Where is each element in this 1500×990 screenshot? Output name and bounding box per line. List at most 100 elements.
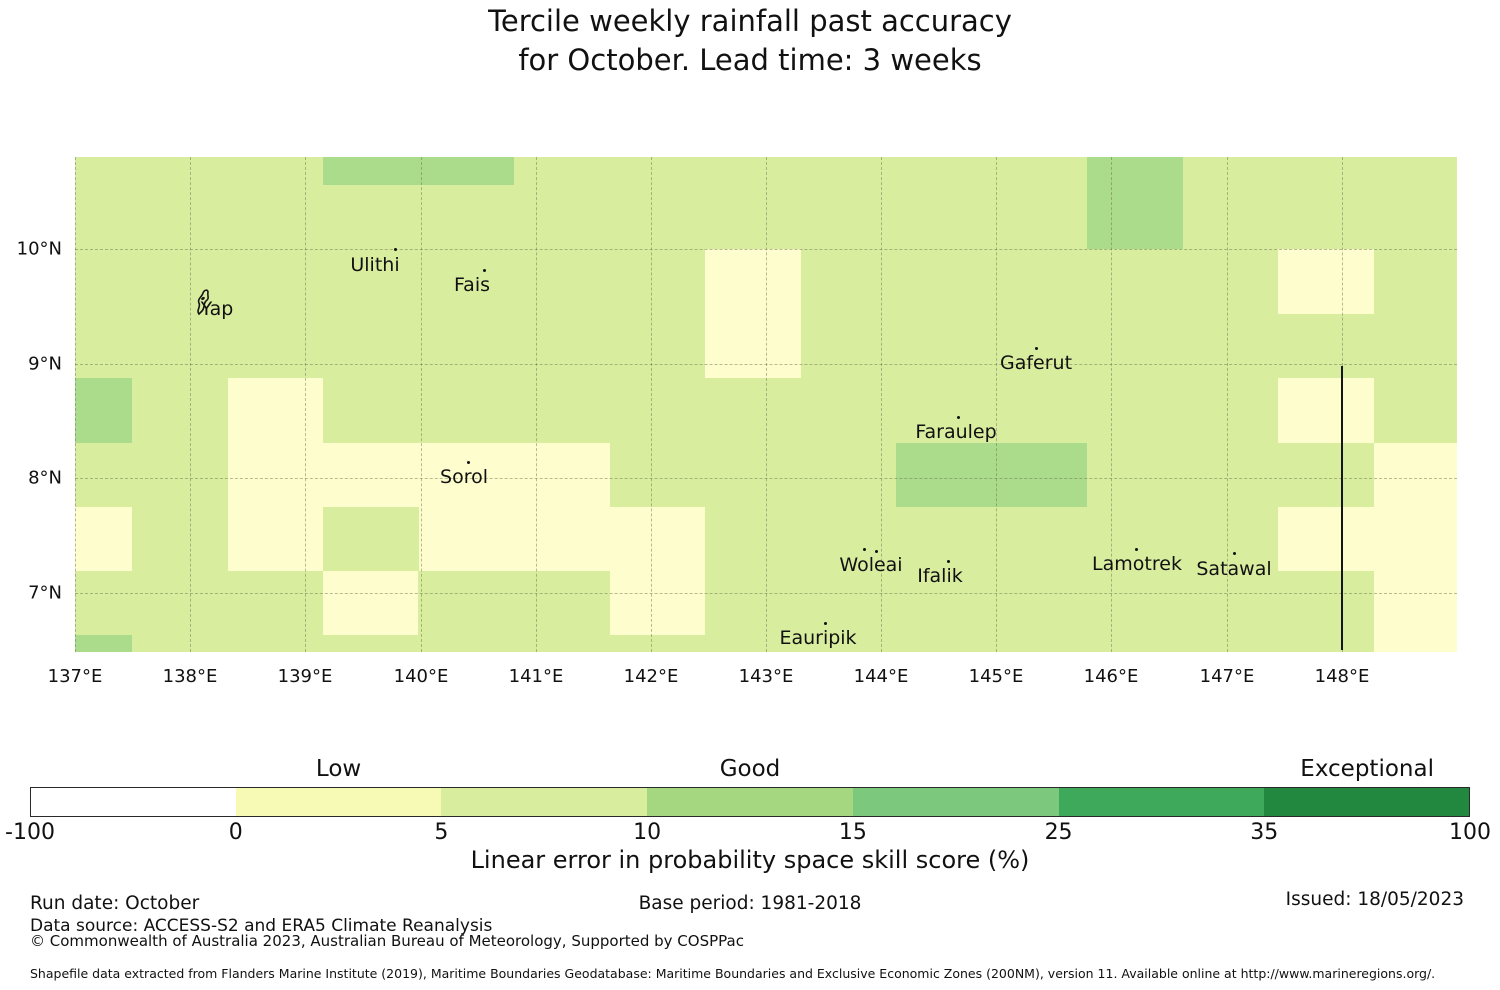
chart-title: Tercile weekly rainfall past accuracy fo…: [0, 2, 1500, 80]
heatmap-cell: [1278, 507, 1374, 571]
y-axis-tick-label: 10°N: [16, 238, 62, 260]
x-axis-tick-label: 145°E: [968, 666, 1024, 687]
island-label: Lamotrek: [1092, 553, 1182, 575]
heatmap-cell: [1278, 378, 1374, 443]
longitude-gridline: [190, 157, 191, 652]
heatmap-cell: [610, 507, 705, 635]
x-axis-tick-label: 147°E: [1199, 666, 1255, 687]
colorbar-tick-label: 0: [228, 820, 243, 845]
colorbar-segment: [441, 788, 649, 816]
y-axis-tick-label: 9°N: [28, 353, 62, 375]
latitude-gridline: [75, 593, 1457, 594]
island-label: Ulithi: [350, 254, 400, 276]
colorbar: [30, 787, 1470, 817]
colorbar-segment: [852, 788, 1060, 816]
island-marker-dot: [483, 269, 486, 272]
longitude-gridline: [421, 157, 422, 652]
x-axis-tick-label: 148°E: [1314, 666, 1370, 687]
longitude-gridline: [536, 157, 537, 652]
heatmap-cell: [1087, 157, 1183, 249]
x-axis-tick-label: 137°E: [47, 666, 103, 687]
latitude-gridline: [75, 364, 1457, 365]
y-axis-tick-label: 8°N: [28, 467, 62, 489]
island-label: Fais: [453, 274, 491, 296]
colorbar-segment: [647, 788, 854, 816]
longitude-gridline: [881, 157, 882, 652]
heatmap-cell: [75, 507, 132, 571]
island-marker-dot: [394, 248, 397, 251]
colorbar-category-label: Exceptional: [1300, 756, 1434, 782]
x-axis-tick-label: 141°E: [508, 666, 564, 687]
heatmap-cell: [323, 157, 514, 185]
latitude-gridline: [75, 478, 1457, 479]
longitude-gridline: [651, 157, 652, 652]
colorbar-tick-label: 15: [838, 820, 867, 845]
x-axis-tick-label: 139°E: [277, 666, 333, 687]
longitude-gridline: [75, 157, 76, 652]
island-marker-dot: [824, 622, 827, 625]
copyright-text: © Commonwealth of Australia 2023, Austra…: [30, 932, 744, 950]
eez-boundary-line: [1341, 366, 1343, 650]
heatmap-cell: [75, 378, 132, 443]
island-marker-dot: [947, 560, 950, 563]
run-date-text: Run date: October: [30, 893, 200, 914]
x-axis-tick-label: 140°E: [393, 666, 449, 687]
colorbar-tick-label: -100: [5, 820, 55, 845]
island-label: Satawal: [1196, 558, 1272, 580]
colorbar-segment: [31, 788, 237, 816]
colorbar-segment: [1058, 788, 1266, 816]
heatmap-cell: [323, 443, 610, 507]
island-label: Woleai: [839, 554, 903, 576]
heatmap-cell: [75, 635, 132, 652]
colorbar-tick-label: 5: [434, 820, 449, 845]
longitude-gridline: [1111, 157, 1112, 652]
longitude-gridline: [996, 157, 997, 652]
heatmap-cell: [323, 571, 418, 635]
colorbar-category-label: Good: [719, 756, 781, 782]
island-label: Yap: [200, 298, 234, 320]
latitude-gridline: [75, 249, 1457, 250]
colorbar-segment: [235, 788, 443, 816]
island-label: Faraulep: [915, 421, 997, 443]
map-area: Yap Ulithi Fais Sorol Gaferut Faraulep Woleai I…: [75, 157, 1457, 652]
heatmap-cell: [705, 249, 801, 378]
island-label: Gaferut: [999, 352, 1073, 374]
island-marker-dot: [1233, 552, 1236, 555]
colorbar-category-label: Low: [315, 756, 362, 782]
yap-island-outline: [193, 287, 213, 321]
island-label: Eauripik: [779, 627, 857, 649]
colorbar-tick-label: 35: [1250, 820, 1279, 845]
island-marker-dot: [863, 548, 866, 551]
colorbar-axis-label: Linear error in probability space skill …: [470, 846, 1030, 874]
island-marker-dot: [467, 461, 470, 464]
longitude-gridline: [305, 157, 306, 652]
colorbar-tick-label: 100: [1449, 820, 1491, 845]
longitude-gridline: [1227, 157, 1228, 652]
island-marker-dot: [875, 550, 878, 553]
x-axis-tick-label: 144°E: [853, 666, 909, 687]
x-axis-tick-label: 143°E: [738, 666, 794, 687]
island-marker-dot: [957, 416, 960, 419]
x-axis-tick-label: 142°E: [623, 666, 679, 687]
longitude-gridline: [766, 157, 767, 652]
data-source-text: Data source: ACCESS-S2 and ERA5 Climate …: [30, 916, 493, 936]
shapefile-attribution-text: Shapefile data extracted from Flanders M…: [30, 966, 1436, 981]
heatmap-cell: [1278, 249, 1374, 314]
x-axis-tick-label: 146°E: [1083, 666, 1139, 687]
chart-title-line1: Tercile weekly rainfall past accuracy: [488, 4, 1012, 38]
base-period-text: Base period: 1981-2018: [638, 893, 862, 914]
y-axis-tick-label: 7°N: [28, 582, 62, 604]
island-label: Ifalik: [917, 565, 963, 587]
island-label: Sorol: [440, 466, 488, 488]
heatmap-cell: [1374, 443, 1457, 652]
issued-date-text: Issued: 18/05/2023: [1285, 889, 1464, 910]
island-marker-dot: [1135, 548, 1138, 551]
colorbar-tick-label: 25: [1044, 820, 1073, 845]
heatmap-cell: [419, 507, 610, 571]
island-marker-dot: [1035, 347, 1038, 350]
colorbar-tick-label: 10: [633, 820, 662, 845]
colorbar-segment: [1264, 788, 1469, 816]
heatmap-cell: [896, 443, 1087, 507]
chart-title-line2: for October. Lead time: 3 weeks: [518, 43, 982, 77]
